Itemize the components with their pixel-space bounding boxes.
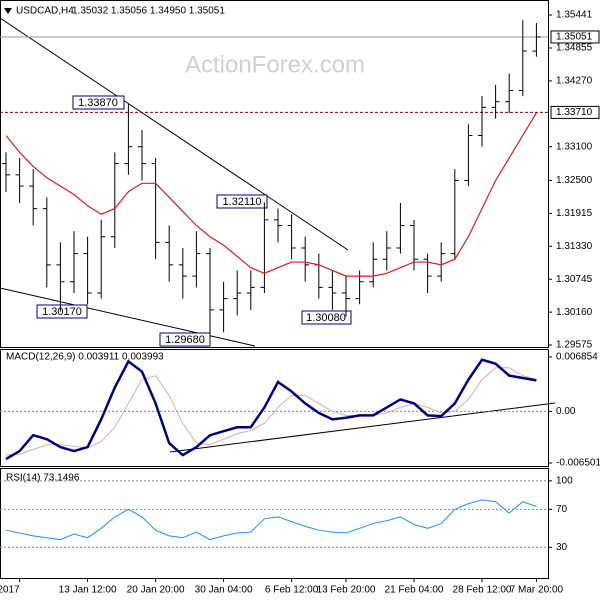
- y-tick-label: 70: [556, 504, 568, 515]
- rsi-title: RSI(14) 73.1496: [6, 473, 80, 484]
- trendline: [0, 287, 256, 347]
- annotation-box: [301, 310, 352, 325]
- price-level-box: [550, 105, 600, 119]
- signal-line: [5, 367, 537, 456]
- y-tick-label: 30: [556, 542, 568, 553]
- y-tick-label: 0.006854: [556, 352, 598, 363]
- y-tick-label: 1.34855: [556, 43, 593, 54]
- x-tick-label: 21 Feb 04:00: [385, 585, 444, 596]
- quote: 1.35032 1.35056 1.34950 1.35051: [72, 6, 225, 17]
- annotation-box: [72, 95, 125, 110]
- y-tick-label: 1.30160: [556, 307, 593, 318]
- price-level-label: 1.35051: [556, 32, 593, 43]
- x-tick-label: 13 Feb 20:00: [317, 585, 376, 596]
- x-tick-label: 6 Feb 12:00: [265, 585, 319, 596]
- y-tick-label: -0.006501: [556, 458, 600, 469]
- macd-line: [5, 358, 537, 461]
- annotation-box: [36, 304, 88, 319]
- y-tick-label: 1.32500: [556, 175, 593, 186]
- rsi-line: [5, 499, 537, 541]
- annotation: 1.30170: [42, 306, 82, 318]
- watermark: ActionForex.com: [185, 51, 365, 78]
- annotation-box: [216, 194, 268, 209]
- rsi-pane: [0, 468, 549, 579]
- y-tick-label: 100: [556, 475, 573, 486]
- moving-average: [5, 112, 537, 277]
- y-tick-label: 0.00: [556, 406, 576, 417]
- price-pane: [0, 0, 549, 348]
- x-tick-label: 30 Jan 04:00: [195, 585, 253, 596]
- annotation: 1.33870: [78, 97, 118, 109]
- trendline: [169, 402, 556, 453]
- y-tick-label: 1.31330: [556, 241, 593, 252]
- y-tick-label: 1.34270: [556, 76, 593, 87]
- x-tick-label: 20 Jan 20:00: [127, 585, 185, 596]
- trendline: [0, 17, 349, 251]
- macd-pane: [0, 349, 549, 467]
- y-tick-label: 1.33100: [556, 141, 593, 152]
- annotation: 1.29680: [165, 334, 205, 346]
- x-tick-label: 7 Mar 20:00: [510, 585, 564, 596]
- y-tick-label: 1.35441: [556, 10, 593, 21]
- x-tick-label: 28 Feb 12:00: [453, 585, 512, 596]
- x-tick-label: 6 Jan 2017: [0, 585, 20, 596]
- price-level-label: 1.33710: [556, 107, 593, 118]
- annotations: [36, 95, 352, 347]
- annotation-box: [159, 332, 211, 347]
- symbol: USDCAD,H4: [16, 6, 74, 17]
- y-tick-label: 1.30745: [556, 274, 593, 285]
- x-tick-label: 13 Jan 12:00: [59, 585, 117, 596]
- annotation: 1.30080: [306, 312, 346, 324]
- menu-icon: [4, 8, 12, 14]
- annotation: 1.32110: [223, 196, 262, 208]
- macd-title: MACD(12,26,9) 0.003911 0.003993: [6, 352, 164, 363]
- price-level-box: [550, 30, 600, 44]
- y-tick-label: 1.29575: [556, 340, 593, 351]
- y-tick-label: 1.31915: [556, 208, 593, 219]
